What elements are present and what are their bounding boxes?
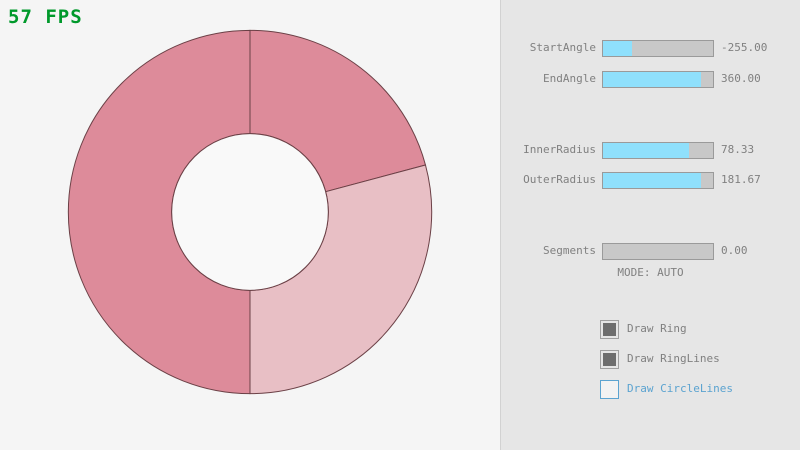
control-panel: StartAngle -255.00 EndAngle 360.00 Inner…	[501, 0, 800, 450]
slider-row-inner-radius[interactable]: InnerRadius 78.33	[501, 140, 800, 160]
slider-track-end-angle[interactable]	[602, 70, 714, 88]
slider-value-start-angle: -255.00	[721, 41, 768, 54]
checkbox-box-draw-ring[interactable]	[600, 319, 619, 339]
slider-track-start-angle[interactable]	[602, 39, 714, 57]
checkbox-label-draw-ringlines: Draw RingLines	[627, 352, 720, 365]
slider-row-segments[interactable]: Segments 0.00	[501, 241, 800, 261]
slider-track-inner-radius[interactable]	[602, 141, 714, 159]
ring-hole	[171, 133, 329, 291]
panel-divider	[500, 0, 501, 450]
slider-fill-start-angle	[603, 40, 632, 56]
checkbox-draw-ringlines[interactable]: Draw RingLines	[600, 349, 720, 369]
slider-row-start-angle[interactable]: StartAngle -255.00	[501, 38, 800, 58]
checkbox-label-draw-ring: Draw Ring	[627, 322, 687, 335]
slider-row-outer-radius[interactable]: OuterRadius 181.67	[501, 170, 800, 190]
checkbox-box-draw-ringlines[interactable]	[600, 349, 619, 369]
checkbox-label-draw-circlelines: Draw CircleLines	[627, 382, 733, 395]
slider-label-inner-radius: InnerRadius	[523, 143, 596, 156]
donut-ring-chart[interactable]	[60, 22, 440, 402]
slider-track-outer-radius[interactable]	[602, 171, 714, 189]
ring-segments	[67, 29, 433, 395]
slider-fill-outer-radius	[603, 172, 701, 188]
slider-value-end-angle: 360.00	[721, 72, 761, 85]
slider-value-segments: 0.00	[721, 244, 748, 257]
slider-row-end-angle[interactable]: EndAngle 360.00	[501, 69, 800, 89]
checkbox-draw-ring[interactable]: Draw Ring	[600, 319, 687, 339]
checkbox-box-draw-circlelines[interactable]	[600, 379, 619, 399]
checkmark-icon	[603, 322, 616, 336]
slider-label-start-angle: StartAngle	[529, 41, 596, 54]
slider-fill-end-angle	[603, 71, 701, 87]
checkmark-icon	[603, 352, 616, 366]
slider-value-outer-radius: 181.67	[721, 173, 761, 186]
slider-label-end-angle: EndAngle	[543, 72, 596, 85]
checkmark-icon	[603, 383, 616, 396]
slider-track-segments[interactable]	[602, 242, 714, 260]
slider-label-outer-radius: OuterRadius	[523, 173, 596, 186]
slider-value-inner-radius: 78.33	[721, 143, 755, 156]
slider-label-segments: Segments	[543, 244, 596, 257]
mode-status-text: MODE: AUTO	[617, 266, 684, 279]
checkbox-draw-circlelines[interactable]: Draw CircleLines	[600, 379, 733, 399]
fps-counter: 57 FPS	[8, 6, 83, 28]
render-canvas[interactable]: 57 FPS	[0, 0, 500, 450]
slider-fill-inner-radius	[603, 142, 689, 158]
